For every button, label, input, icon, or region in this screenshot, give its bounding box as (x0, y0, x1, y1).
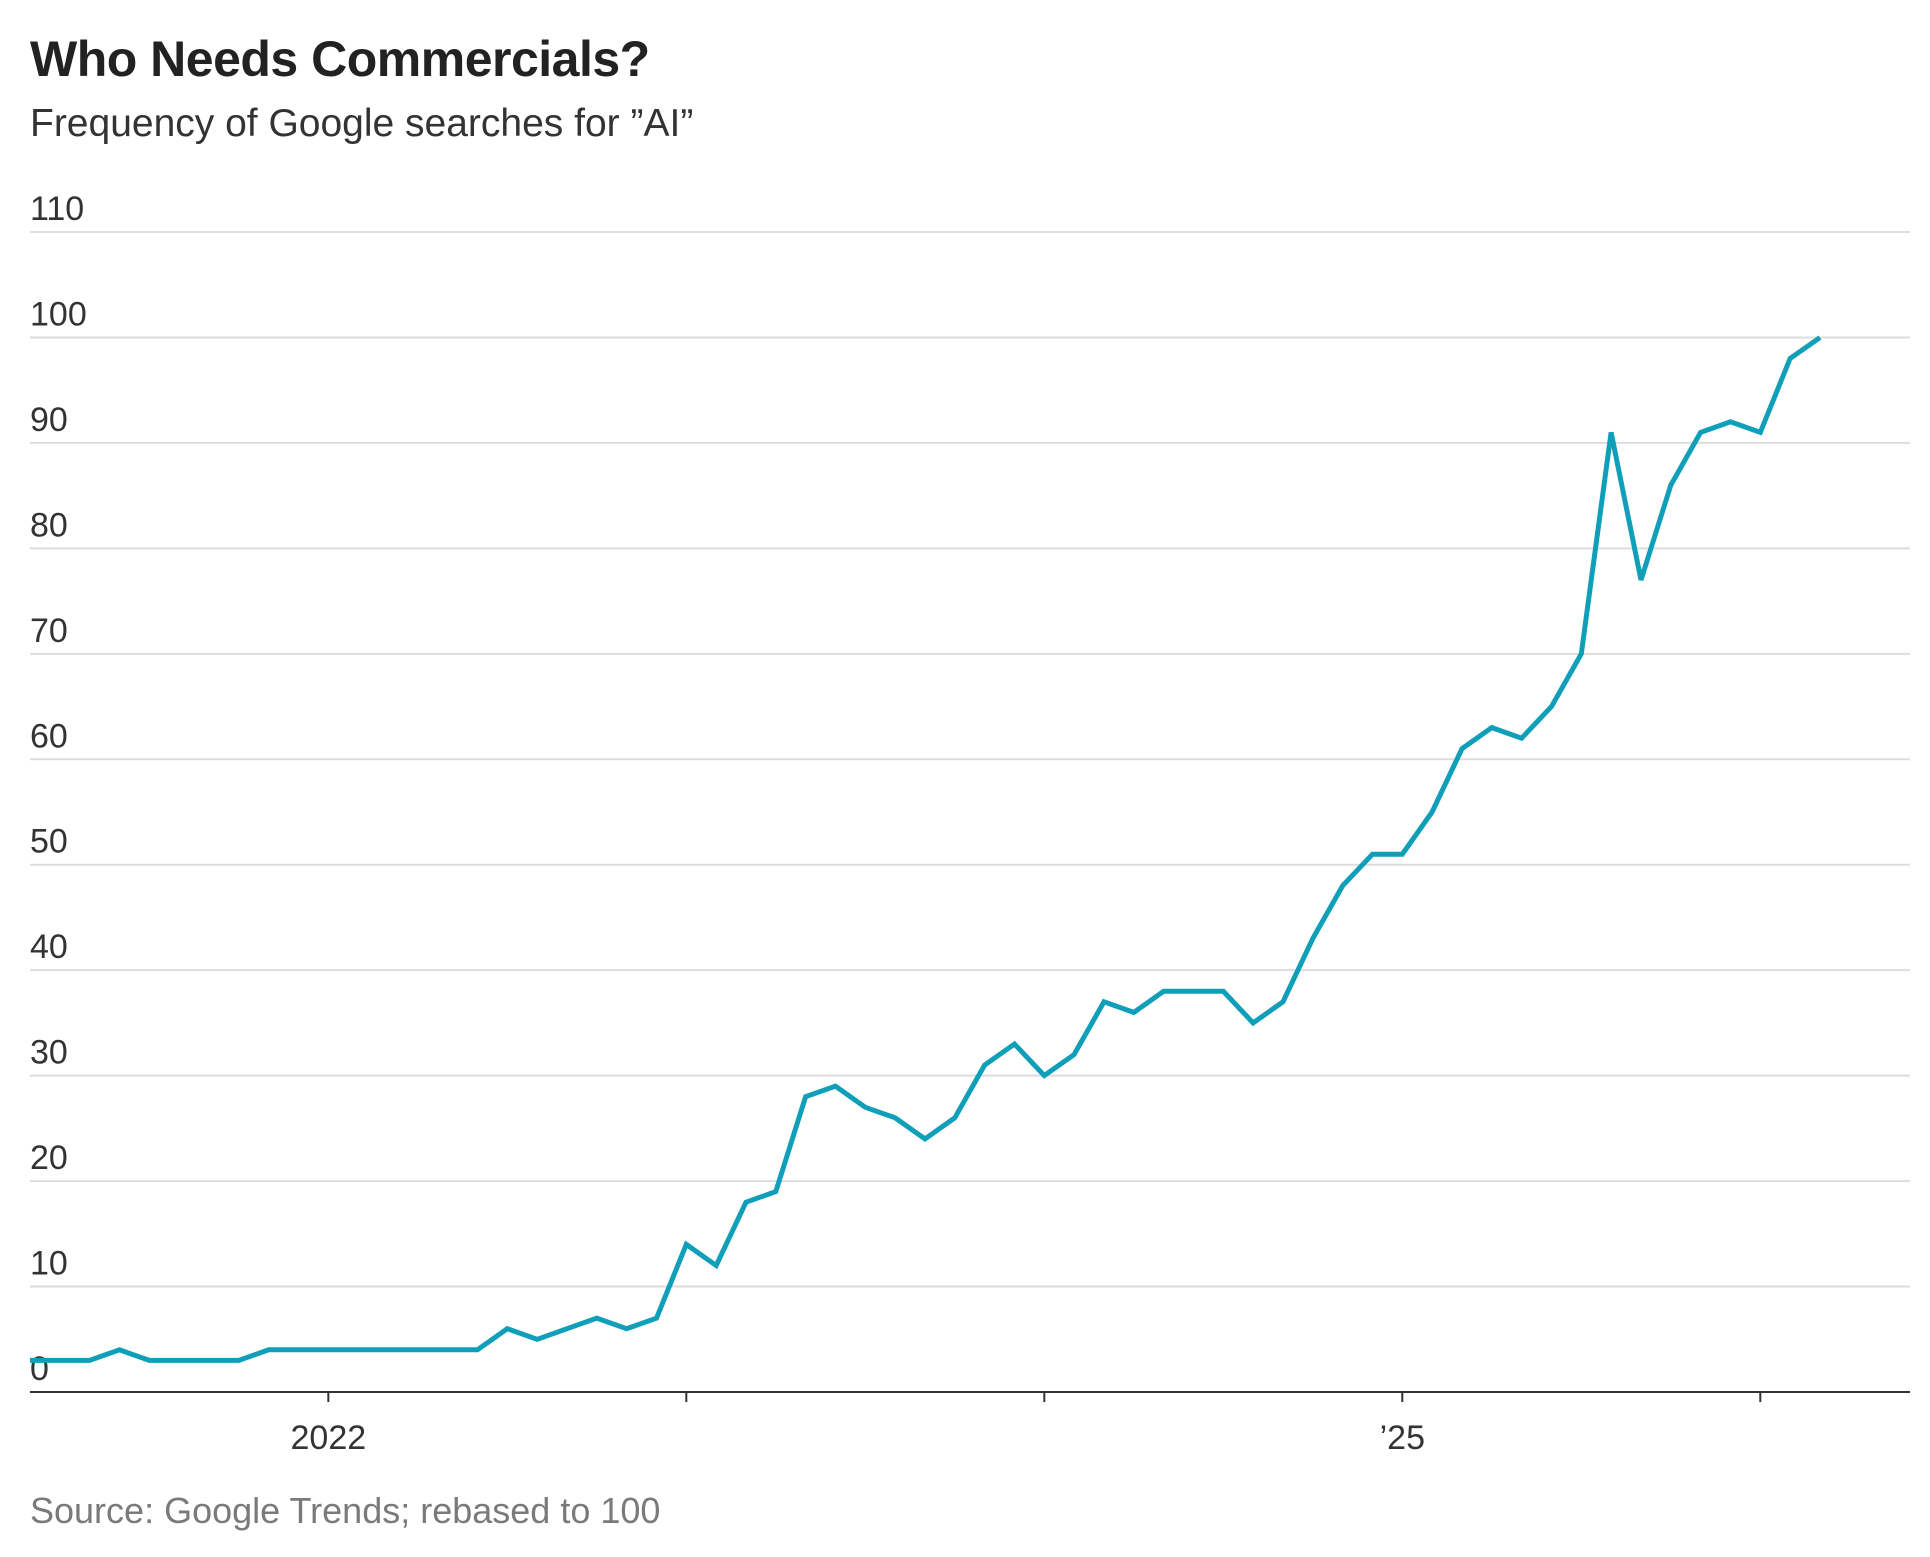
series-layer (30, 335, 1822, 1363)
x-tick-label: ’25 (1380, 1419, 1425, 1457)
y-tick-label: 40 (30, 928, 68, 966)
y-tick-label: 60 (30, 717, 68, 755)
y-tick-label: 50 (30, 823, 68, 861)
x-axis: 2022 ’25 (30, 1391, 1910, 1457)
y-tick-label: 70 (30, 612, 68, 650)
y-axis-labels: 0 10 20 30 40 50 60 70 80 90 100 110 (30, 190, 87, 1388)
chart-subtitle: Frequency of Google searches for ”AI” (30, 102, 694, 145)
series-line-ai (30, 335, 1822, 1363)
y-tick-label: 20 (30, 1139, 68, 1177)
source-note: Source: Google Trends; rebased to 100 (30, 1490, 661, 1531)
y-tick-label: 100 (30, 295, 87, 333)
x-tick-label: 2022 (291, 1419, 367, 1457)
y-tick-label: 90 (30, 401, 68, 439)
y-tick-label: 110 (30, 190, 84, 228)
gridlines (30, 231, 1910, 1288)
y-tick-label: 10 (30, 1245, 68, 1283)
chart-title: Who Needs Commercials? (30, 31, 650, 87)
y-tick-label: 0 (30, 1350, 49, 1388)
y-tick-label: 80 (30, 506, 68, 544)
y-tick-label: 30 (30, 1034, 68, 1072)
